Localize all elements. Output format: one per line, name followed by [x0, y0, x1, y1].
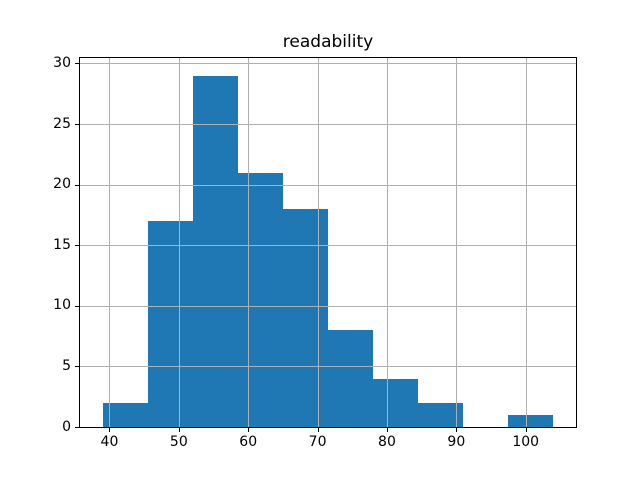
y-tick-mark	[75, 184, 79, 186]
gridline-vertical	[317, 58, 319, 427]
gridline-horizontal	[80, 245, 576, 247]
x-tick-label: 100	[512, 434, 540, 450]
y-tick-label: 0	[62, 418, 71, 435]
y-tick-label: 5	[62, 357, 71, 374]
x-tick-mark	[525, 428, 527, 432]
x-tick-mark	[456, 428, 458, 432]
gridline-vertical	[109, 58, 111, 427]
y-tick-mark	[75, 124, 79, 126]
gridline-horizontal	[80, 305, 576, 307]
gridline-horizontal	[80, 124, 576, 126]
x-tick-label: 50	[169, 434, 188, 450]
histogram-bar	[373, 378, 419, 427]
histogram-bar	[282, 208, 328, 427]
x-tick-mark	[178, 428, 180, 432]
chart-title: readability	[282, 32, 374, 52]
x-tick-label: 40	[100, 434, 119, 450]
plot-area	[80, 58, 576, 428]
x-tick-mark	[248, 428, 250, 432]
histogram-bar	[328, 330, 374, 427]
histogram-bar	[237, 172, 283, 427]
y-tick-mark	[75, 63, 79, 65]
y-tick-label: 10	[53, 297, 71, 314]
gridline-vertical	[456, 58, 458, 427]
histogram-bar	[418, 402, 464, 427]
x-tick-mark	[386, 428, 388, 432]
histogram-bar	[192, 75, 238, 427]
gridline-horizontal	[80, 184, 576, 186]
x-tick-label: 70	[308, 434, 327, 450]
gridline-vertical	[525, 58, 527, 427]
y-tick-label: 30	[53, 54, 71, 71]
gridline-vertical	[248, 58, 250, 427]
x-tick-mark	[109, 428, 111, 432]
gridline-horizontal	[80, 366, 576, 368]
x-tick-label: 60	[239, 434, 258, 450]
gridline-vertical	[178, 58, 180, 427]
x-tick-mark	[317, 428, 319, 432]
gridline-horizontal	[80, 427, 576, 428]
x-tick-label: 90	[447, 434, 466, 450]
y-tick-mark	[75, 305, 79, 307]
histogram-bar	[147, 220, 193, 427]
gridline-vertical	[386, 58, 388, 427]
y-tick-label: 20	[53, 176, 71, 193]
y-tick-mark	[75, 245, 79, 247]
histogram-bar	[508, 414, 554, 427]
y-tick-mark	[75, 366, 79, 368]
x-tick-label: 80	[378, 434, 396, 450]
y-tick-label: 15	[53, 236, 71, 253]
y-tick-label: 25	[53, 115, 71, 132]
gridline-horizontal	[80, 63, 576, 65]
y-tick-mark	[75, 427, 79, 428]
